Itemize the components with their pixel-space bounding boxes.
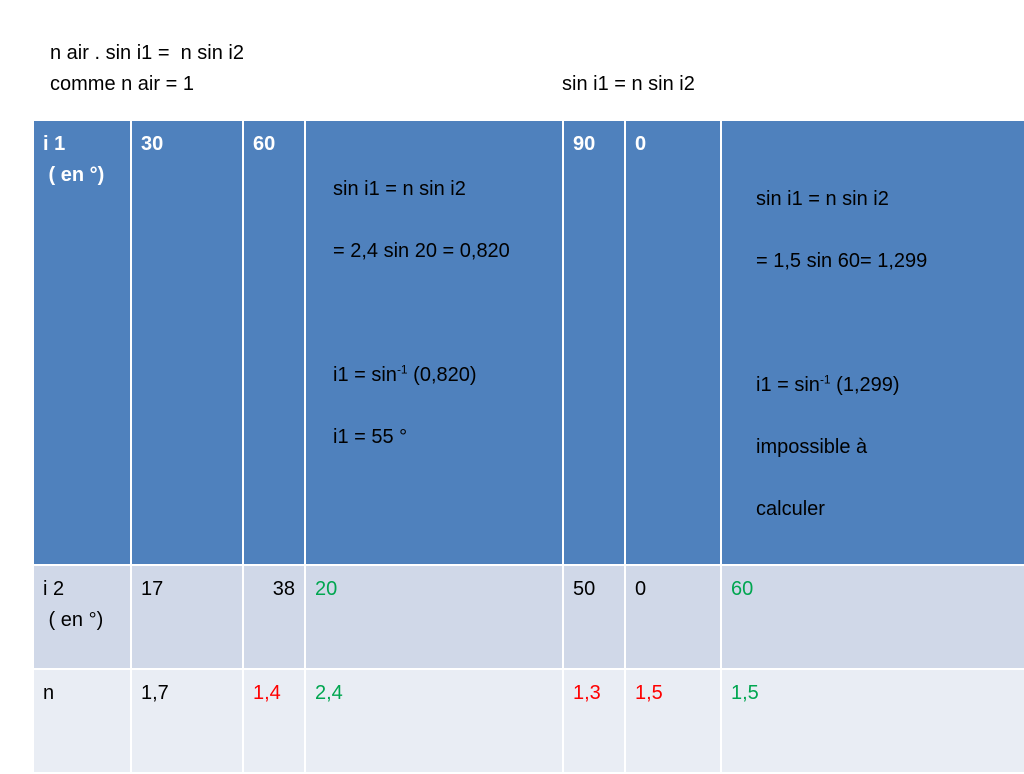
cell-n-2: 1,4	[242, 668, 306, 774]
calc-left-line4: i1 = 55 °	[333, 426, 408, 448]
formula-snell-general: n air . sin i1 = n sin i2	[50, 42, 244, 64]
table-row-i2: i 2 ( en °) 17 38 20 50 0 60	[32, 564, 1024, 670]
cell-i2-3: 20	[304, 564, 564, 670]
cell-n-3: 2,4	[304, 668, 564, 774]
formula-snell-simplified: sin i1 = n sin i2	[562, 73, 695, 95]
row-label-i2-line1: i 2	[43, 578, 65, 600]
cell-n-6: 1,5	[720, 668, 1024, 774]
cell-n-1: 1,7	[130, 668, 244, 774]
cell-i1-5: 0	[624, 119, 722, 566]
calc-right-line4: impossible à	[756, 436, 868, 458]
row-label-i1-line1: i 1	[43, 133, 66, 155]
calc-right-line1: sin i1 = n sin i2	[756, 188, 889, 210]
calc-right-line3-prefix: i1 = sin	[756, 374, 820, 396]
calc-left-line3-exponent: -1	[396, 362, 408, 377]
row-label-i2-unit: ( en °)	[43, 609, 104, 631]
calc-right-line3: i1 = sin-1 (1,299)	[756, 370, 1015, 401]
cell-n-5: 1,5	[624, 668, 722, 774]
row-label-i2: i 2 ( en °)	[32, 564, 132, 670]
cell-i1-6-calc: sin i1 = n sin i2 = 1,5 sin 60= 1,299 i1…	[720, 119, 1024, 566]
calc-left-line1: sin i1 = n sin i2	[333, 178, 466, 200]
note-n-air: comme n air = 1	[50, 73, 194, 95]
row-label-n: n	[32, 668, 132, 774]
cell-i2-4: 50	[562, 564, 626, 670]
spacer	[333, 298, 553, 329]
row-label-i1-unit: ( en °)	[43, 164, 105, 186]
cell-n-4: 1,3	[562, 668, 626, 774]
calc-right-line3-suffix: (1,299)	[830, 374, 900, 396]
cell-i2-2: 38	[242, 564, 306, 670]
cell-i1-4: 90	[562, 119, 626, 566]
cell-i1-1: 30	[130, 119, 244, 566]
cell-i1-2: 60	[242, 119, 306, 566]
cell-i2-6: 60	[720, 564, 1024, 670]
calc-left-line2: = 2,4 sin 20 = 0,820	[333, 240, 510, 262]
calc-right-line3-exponent: -1	[819, 372, 831, 387]
calc-note-left: sin i1 = n sin i2 = 2,4 sin 20 = 0,820 i…	[333, 143, 553, 484]
calc-left-line3: i1 = sin-1 (0,820)	[333, 360, 553, 391]
table-row-i1: i 1 ( en °) 30 60 sin i1 = n sin i2 = 2,…	[32, 119, 1024, 566]
calc-right-line5: calculer	[756, 498, 825, 520]
row-label-i1: i 1 ( en °)	[32, 119, 132, 566]
calc-left-line3-suffix: (0,820)	[407, 364, 477, 386]
cell-i2-5: 0	[624, 564, 722, 670]
calc-right-line2: = 1,5 sin 60= 1,299	[756, 250, 928, 272]
calc-note-right: sin i1 = n sin i2 = 1,5 sin 60= 1,299 i1…	[756, 153, 1015, 556]
spacer	[756, 308, 1015, 339]
table-row-n: n 1,7 1,4 2,4 1,3 1,5 1,5	[32, 668, 1024, 774]
calc-left-line3-prefix: i1 = sin	[333, 364, 397, 386]
cell-i1-3-calc: sin i1 = n sin i2 = 2,4 sin 20 = 0,820 i…	[304, 119, 564, 566]
cell-i2-1: 17	[130, 564, 244, 670]
refraction-table: i 1 ( en °) 30 60 sin i1 = n sin i2 = 2,…	[32, 119, 1024, 774]
